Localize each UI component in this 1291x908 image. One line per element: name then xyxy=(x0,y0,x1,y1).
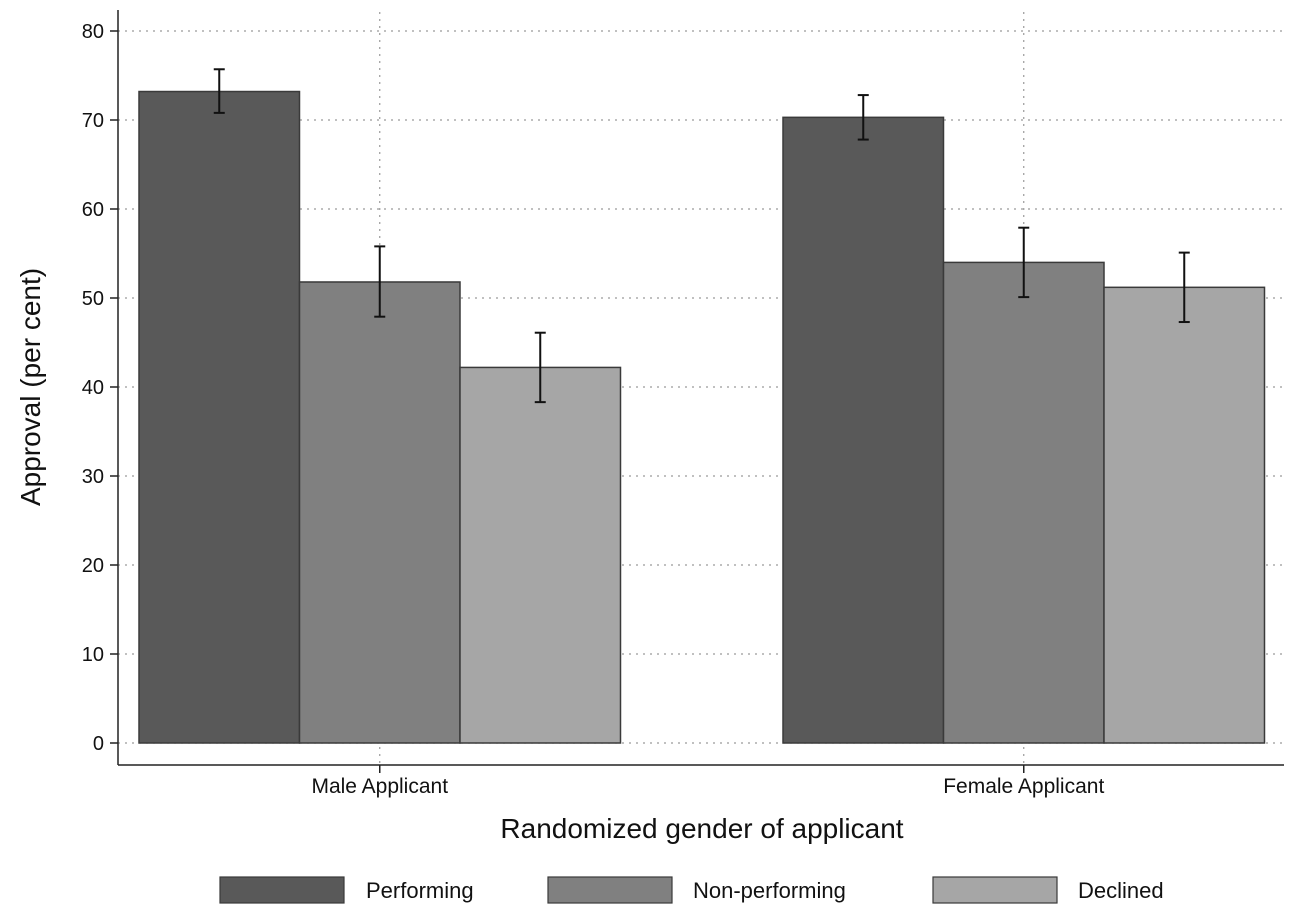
y-tick-label: 40 xyxy=(82,377,104,399)
y-tick-label: 10 xyxy=(82,644,104,666)
legend-swatch xyxy=(547,876,673,904)
y-tick-label: 60 xyxy=(82,199,104,221)
y-tick-label: 20 xyxy=(82,555,104,577)
x-axis-title: Randomized gender of applicant xyxy=(500,813,903,844)
legend-item-non-performing: Non-performing xyxy=(547,876,846,904)
legend-label: Performing xyxy=(366,878,474,903)
x-tick-label: Female Applicant xyxy=(943,775,1104,798)
bar-performing-1 xyxy=(782,116,945,744)
axes: 0 10 20 30 40 50 60 70 80 Male Applicant Female Ap… xyxy=(82,10,1284,798)
legend: Performing Non-performing Declined xyxy=(219,876,1164,904)
bar-performing-0 xyxy=(138,90,301,744)
y-axis-title: Approval (per cent) xyxy=(15,268,46,506)
gridlines xyxy=(118,12,1284,765)
error-bar xyxy=(534,331,546,404)
legend-label: Declined xyxy=(1078,878,1164,903)
error-bar xyxy=(374,245,386,318)
y-tick-label: 0 xyxy=(93,733,104,755)
bar-declined-1 xyxy=(1103,286,1266,744)
x-tick-label: Male Applicant xyxy=(311,775,448,798)
y-tick-label: 50 xyxy=(82,288,104,310)
legend-swatch xyxy=(932,876,1058,904)
legend-swatch xyxy=(219,876,345,904)
y-tick-label: 80 xyxy=(82,21,104,43)
y-tick-label: 70 xyxy=(82,110,104,132)
bars xyxy=(138,90,1266,744)
bar-non-performing-1 xyxy=(942,261,1105,744)
bar-declined-0 xyxy=(459,366,622,744)
bar-non-performing-0 xyxy=(298,281,461,744)
error-bar xyxy=(1178,251,1190,324)
legend-item-performing: Performing xyxy=(219,876,474,904)
legend-label: Non-performing xyxy=(693,878,846,903)
error-bar xyxy=(1018,226,1030,299)
error-bar xyxy=(213,68,225,114)
legend-item-declined: Declined xyxy=(932,876,1164,904)
error-bars xyxy=(213,68,1190,404)
error-bar xyxy=(857,94,869,141)
y-tick-label: 30 xyxy=(82,466,104,488)
